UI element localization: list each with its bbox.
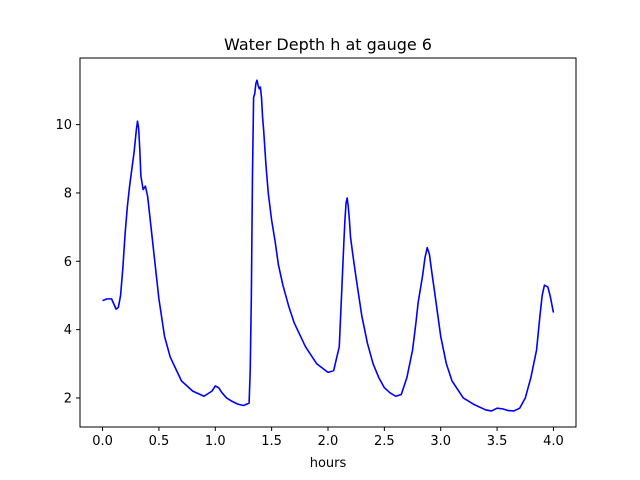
y-tick-label: 6 — [64, 255, 72, 270]
plot-area-frame — [79, 57, 577, 428]
x-tick-label: 1.0 — [205, 434, 226, 449]
chart-title: Water Depth h at gauge 6 — [224, 35, 432, 54]
x-axis-ticks: 0.0 0.5 1.0 1.5 2.0 2.5 3.0 3.5 4.0 — [92, 427, 564, 449]
x-tick-label: 1.5 — [261, 434, 282, 449]
x-axis-label: hours — [310, 456, 347, 471]
y-tick-label: 8 — [64, 186, 72, 201]
x-tick-label: 3.0 — [430, 434, 451, 449]
x-tick-label: 0.5 — [149, 434, 170, 449]
series-layer — [102, 79, 555, 412]
y-tick-label: 10 — [55, 118, 72, 133]
x-tick-label: 2.0 — [318, 434, 339, 449]
series-line-0 — [102, 79, 555, 412]
x-tick-label: 2.5 — [374, 434, 395, 449]
x-tick-label: 3.5 — [487, 434, 508, 449]
x-tick-label: 4.0 — [543, 434, 564, 449]
y-tick-label: 2 — [64, 391, 72, 406]
y-tick-label: 4 — [64, 323, 72, 338]
y-axis-ticks: 2 4 6 8 10 — [55, 118, 80, 406]
x-tick-label: 0.0 — [92, 434, 113, 449]
